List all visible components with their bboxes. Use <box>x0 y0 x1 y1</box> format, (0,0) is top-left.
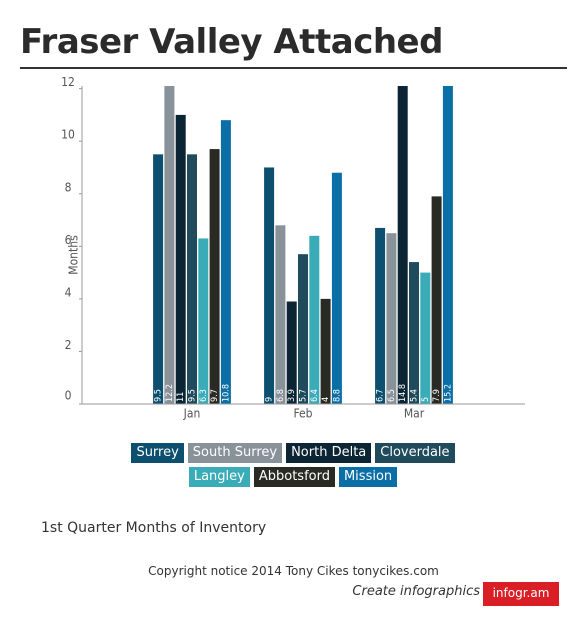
bar <box>431 196 442 404</box>
value-label: 6.8 <box>276 389 286 402</box>
value-label: 8.8 <box>332 389 342 402</box>
bar <box>397 86 408 404</box>
x-tick-label: Feb <box>293 407 312 421</box>
value-label: 14.8 <box>398 384 408 402</box>
value-label: 6.4 <box>310 389 320 402</box>
x-tick-label: Jan <box>183 407 201 421</box>
legend-item: South Surrey <box>187 443 283 463</box>
value-label: 9.5 <box>188 389 198 402</box>
value-label: 6.3 <box>199 389 209 402</box>
bar <box>187 154 197 404</box>
credit: Create infographics <box>352 584 480 599</box>
bar <box>164 86 175 404</box>
legend-item: Abbotsford <box>253 467 335 487</box>
bar <box>331 172 342 404</box>
value-label: 5.4 <box>410 389 420 402</box>
value-label: 15.2 <box>443 384 453 402</box>
value-label: 12.2 <box>165 384 175 402</box>
footer: Copyright notice 2014 Tony Cikes tonycik… <box>148 564 439 578</box>
value-label: 9.5 <box>154 389 164 402</box>
value-label: 5.7 <box>299 389 309 402</box>
y-tick-label: 8 <box>65 180 72 194</box>
bar <box>264 167 275 404</box>
value-label: 5 <box>421 397 431 402</box>
value-label: 9.7 <box>210 389 220 402</box>
legend-item: Cloverdale <box>375 443 455 463</box>
y-tick-label: 12 <box>61 75 75 89</box>
legend-item: Surrey <box>131 443 184 463</box>
y-tick-label: 2 <box>65 338 72 352</box>
bar <box>320 298 331 404</box>
bar <box>420 272 431 404</box>
bar <box>409 262 419 404</box>
value-label: 11 <box>176 392 186 402</box>
bar <box>309 235 320 404</box>
bar <box>275 225 286 404</box>
bars <box>153 86 453 404</box>
y-tick-label: 6 <box>65 233 72 247</box>
brand-badge: infogr.am <box>483 582 559 606</box>
value-label: 9 <box>265 397 275 402</box>
bar <box>198 238 209 404</box>
y-tick-label: 10 <box>61 128 75 142</box>
legend-item: North Delta <box>286 443 372 463</box>
bar <box>153 154 164 404</box>
bar <box>286 301 297 404</box>
y-tick-label: 4 <box>65 285 72 299</box>
bar <box>442 86 453 404</box>
value-label: 6.7 <box>376 389 386 402</box>
value-label: 4 <box>321 397 331 402</box>
bar <box>175 114 186 404</box>
legend: Surrey South Surrey North Delta Cloverdale L… <box>105 443 481 487</box>
legend-item: Langley <box>188 467 250 487</box>
bar <box>298 254 308 404</box>
bar <box>386 233 397 404</box>
x-tick-label: Mar <box>404 407 425 421</box>
bar <box>220 120 231 404</box>
value-label: 10.8 <box>221 384 231 402</box>
value-label: 3.9 <box>287 389 297 402</box>
value-label: 6.5 <box>387 389 397 402</box>
chart-title: Fraser Valley Attached <box>20 22 443 62</box>
y-tick-label: 0 <box>65 389 72 403</box>
subtitle: 1st Quarter Months of Inventory <box>41 520 267 536</box>
title-rule <box>20 67 567 69</box>
bar <box>375 227 386 404</box>
bar <box>209 149 220 404</box>
y-axis-label: Months <box>67 235 81 275</box>
value-label: 7.9 <box>432 389 442 402</box>
legend-item: Mission <box>338 467 398 487</box>
